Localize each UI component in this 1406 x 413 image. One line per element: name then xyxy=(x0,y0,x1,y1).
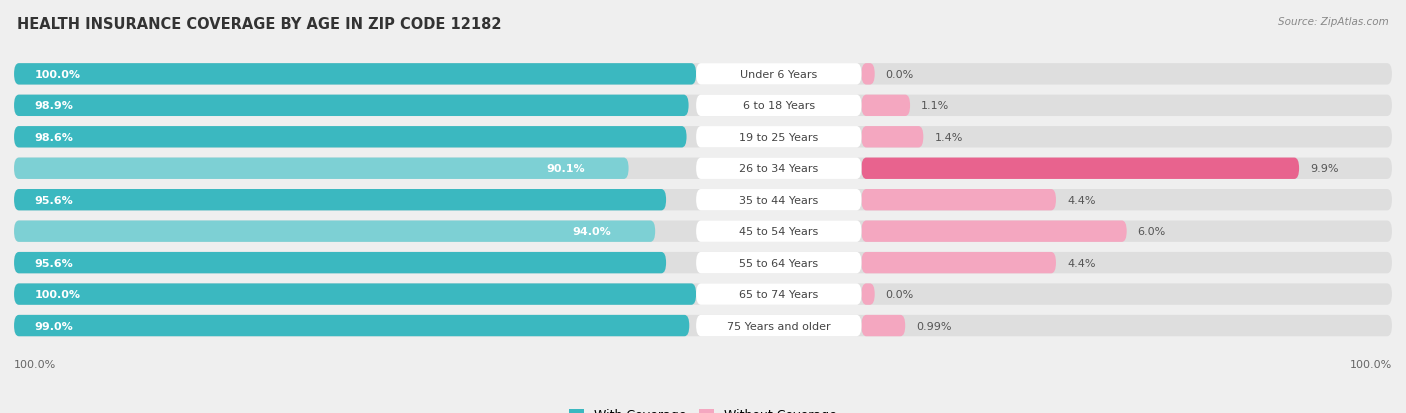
FancyBboxPatch shape xyxy=(862,284,875,305)
FancyBboxPatch shape xyxy=(696,64,862,85)
FancyBboxPatch shape xyxy=(14,190,666,211)
FancyBboxPatch shape xyxy=(14,158,1392,180)
Text: HEALTH INSURANCE COVERAGE BY AGE IN ZIP CODE 12182: HEALTH INSURANCE COVERAGE BY AGE IN ZIP … xyxy=(17,17,502,31)
FancyBboxPatch shape xyxy=(696,315,862,337)
FancyBboxPatch shape xyxy=(14,252,666,274)
Text: 98.6%: 98.6% xyxy=(35,133,73,142)
FancyBboxPatch shape xyxy=(862,315,905,337)
Text: 100.0%: 100.0% xyxy=(35,70,80,80)
Text: 4.4%: 4.4% xyxy=(1067,195,1095,205)
Text: 1.4%: 1.4% xyxy=(935,133,963,142)
FancyBboxPatch shape xyxy=(14,221,655,242)
FancyBboxPatch shape xyxy=(696,284,862,305)
Text: 35 to 44 Years: 35 to 44 Years xyxy=(740,195,818,205)
FancyBboxPatch shape xyxy=(696,190,862,211)
Text: 65 to 74 Years: 65 to 74 Years xyxy=(740,290,818,299)
FancyBboxPatch shape xyxy=(14,127,686,148)
FancyBboxPatch shape xyxy=(696,252,862,274)
FancyBboxPatch shape xyxy=(862,64,875,85)
Text: 100.0%: 100.0% xyxy=(14,359,56,369)
Text: 95.6%: 95.6% xyxy=(35,258,73,268)
FancyBboxPatch shape xyxy=(696,95,862,117)
FancyBboxPatch shape xyxy=(696,221,862,242)
Text: 0.0%: 0.0% xyxy=(886,70,914,80)
FancyBboxPatch shape xyxy=(14,221,1392,242)
Text: 6 to 18 Years: 6 to 18 Years xyxy=(742,101,815,111)
FancyBboxPatch shape xyxy=(14,315,1392,337)
Legend: With Coverage, Without Coverage: With Coverage, Without Coverage xyxy=(564,404,842,413)
FancyBboxPatch shape xyxy=(14,315,689,337)
FancyBboxPatch shape xyxy=(862,127,924,148)
Text: 94.0%: 94.0% xyxy=(572,227,612,237)
Text: 45 to 54 Years: 45 to 54 Years xyxy=(740,227,818,237)
Text: Source: ZipAtlas.com: Source: ZipAtlas.com xyxy=(1278,17,1389,26)
FancyBboxPatch shape xyxy=(862,190,1056,211)
FancyBboxPatch shape xyxy=(862,158,1299,180)
FancyBboxPatch shape xyxy=(696,158,862,180)
Text: 55 to 64 Years: 55 to 64 Years xyxy=(740,258,818,268)
Text: 100.0%: 100.0% xyxy=(1350,359,1392,369)
Text: 98.9%: 98.9% xyxy=(35,101,73,111)
Text: 1.1%: 1.1% xyxy=(921,101,949,111)
FancyBboxPatch shape xyxy=(862,221,1126,242)
Text: 0.99%: 0.99% xyxy=(917,321,952,331)
FancyBboxPatch shape xyxy=(14,95,1392,117)
Text: 0.0%: 0.0% xyxy=(886,290,914,299)
FancyBboxPatch shape xyxy=(14,95,689,117)
FancyBboxPatch shape xyxy=(14,64,1392,85)
FancyBboxPatch shape xyxy=(14,158,628,180)
FancyBboxPatch shape xyxy=(14,190,1392,211)
FancyBboxPatch shape xyxy=(696,127,862,148)
Text: Under 6 Years: Under 6 Years xyxy=(740,70,817,80)
FancyBboxPatch shape xyxy=(14,284,696,305)
FancyBboxPatch shape xyxy=(14,252,1392,274)
Text: 6.0%: 6.0% xyxy=(1137,227,1166,237)
Text: 9.9%: 9.9% xyxy=(1310,164,1339,174)
FancyBboxPatch shape xyxy=(862,95,910,117)
FancyBboxPatch shape xyxy=(862,252,1056,274)
Text: 100.0%: 100.0% xyxy=(35,290,80,299)
Text: 90.1%: 90.1% xyxy=(546,164,585,174)
Text: 99.0%: 99.0% xyxy=(35,321,73,331)
Text: 75 Years and older: 75 Years and older xyxy=(727,321,831,331)
Text: 19 to 25 Years: 19 to 25 Years xyxy=(740,133,818,142)
Text: 95.6%: 95.6% xyxy=(35,195,73,205)
FancyBboxPatch shape xyxy=(14,127,1392,148)
Text: 26 to 34 Years: 26 to 34 Years xyxy=(740,164,818,174)
Text: 4.4%: 4.4% xyxy=(1067,258,1095,268)
FancyBboxPatch shape xyxy=(14,284,1392,305)
FancyBboxPatch shape xyxy=(14,64,696,85)
